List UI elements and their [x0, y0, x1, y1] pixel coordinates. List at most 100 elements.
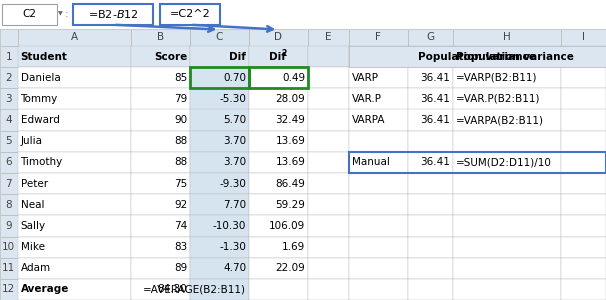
Text: =VARPA(B2:B11): =VARPA(B2:B11) [456, 115, 544, 125]
Text: 36.41: 36.41 [421, 94, 450, 104]
Bar [249, 110, 308, 131]
Text: VARPA: VARPA [351, 115, 385, 125]
Bar [190, 258, 249, 279]
Bar [308, 258, 348, 279]
Bar [249, 194, 308, 215]
Bar [561, 215, 606, 236]
Bar [190, 46, 249, 67]
Text: 7.70: 7.70 [223, 200, 246, 210]
Bar [190, 28, 249, 46]
Bar [408, 236, 453, 258]
Bar [408, 28, 453, 46]
Bar [408, 215, 453, 236]
Text: VAR.P: VAR.P [351, 94, 382, 104]
Text: 28.09: 28.09 [276, 94, 305, 104]
Bar [0, 258, 18, 279]
Bar [453, 258, 561, 279]
Text: Peter: Peter [21, 178, 48, 189]
Bar [308, 152, 348, 173]
Text: ▼: ▼ [58, 12, 63, 17]
Bar [0, 215, 18, 236]
Bar [308, 173, 348, 194]
Text: Score: Score [154, 52, 187, 61]
Bar [249, 131, 308, 152]
Text: Neal: Neal [21, 200, 44, 210]
Text: -1.30: -1.30 [219, 242, 246, 252]
Bar [190, 110, 249, 131]
Bar [18, 215, 131, 236]
Bar [561, 236, 606, 258]
Text: 85: 85 [174, 73, 187, 83]
Bar [0, 46, 18, 67]
Bar [131, 131, 190, 152]
Text: VARP: VARP [351, 73, 379, 83]
Text: 36.41: 36.41 [421, 73, 450, 83]
Text: -9.30: -9.30 [219, 178, 246, 189]
Bar [561, 88, 606, 109]
Bar [348, 46, 408, 67]
Bar [249, 67, 308, 88]
Bar [408, 67, 453, 88]
Bar [0, 67, 18, 88]
Text: C2: C2 [22, 9, 36, 19]
Bar [561, 28, 606, 46]
Bar [348, 173, 408, 194]
Bar [408, 173, 453, 194]
Bar [408, 194, 453, 215]
Text: Sally: Sally [21, 221, 45, 231]
Text: A: A [71, 32, 78, 42]
Text: Daniela: Daniela [21, 73, 60, 83]
Text: 74: 74 [174, 221, 187, 231]
Text: 7: 7 [5, 178, 12, 189]
Bar [408, 110, 453, 131]
Bar [18, 67, 131, 88]
Bar [453, 88, 561, 109]
Text: 12: 12 [2, 284, 15, 294]
Bar [453, 28, 561, 46]
Bar [453, 173, 561, 194]
Text: 0.70: 0.70 [224, 73, 246, 83]
Bar [348, 258, 408, 279]
Bar [561, 67, 606, 88]
Bar [561, 46, 606, 67]
Text: 59.29: 59.29 [275, 200, 305, 210]
Text: 88: 88 [174, 136, 187, 146]
Bar [348, 279, 408, 300]
Bar [190, 236, 249, 258]
Bar [249, 236, 308, 258]
Bar [190, 152, 249, 173]
Text: 36.41: 36.41 [421, 158, 450, 167]
Bar [131, 28, 190, 46]
Text: E: E [325, 32, 331, 42]
Text: Adam: Adam [21, 263, 51, 273]
Text: Student: Student [21, 52, 67, 61]
Bar [131, 236, 190, 258]
Bar [249, 258, 308, 279]
Text: 92: 92 [174, 200, 187, 210]
Text: 6: 6 [5, 158, 12, 167]
Bar [249, 46, 308, 67]
Bar [0, 173, 18, 194]
Bar [308, 28, 348, 46]
Text: 5: 5 [5, 136, 12, 146]
Bar [18, 46, 131, 67]
Bar [190, 131, 249, 152]
Bar [249, 88, 308, 109]
Text: Edward: Edward [21, 115, 59, 125]
Text: 89: 89 [174, 263, 187, 273]
Text: 106.09: 106.09 [269, 221, 305, 231]
Bar [2, 4, 57, 25]
Text: F: F [375, 32, 381, 42]
Text: 83: 83 [174, 242, 187, 252]
Text: 2: 2 [281, 49, 286, 58]
Bar [453, 194, 561, 215]
Bar [453, 236, 561, 258]
Text: 90: 90 [175, 115, 187, 125]
Bar [308, 110, 348, 131]
Text: 0.49: 0.49 [282, 73, 305, 83]
Bar [453, 67, 561, 88]
Text: 36.41: 36.41 [421, 115, 450, 125]
Text: =VARP(B2:B11): =VARP(B2:B11) [456, 73, 538, 83]
Bar [131, 46, 190, 67]
Text: B: B [157, 32, 164, 42]
